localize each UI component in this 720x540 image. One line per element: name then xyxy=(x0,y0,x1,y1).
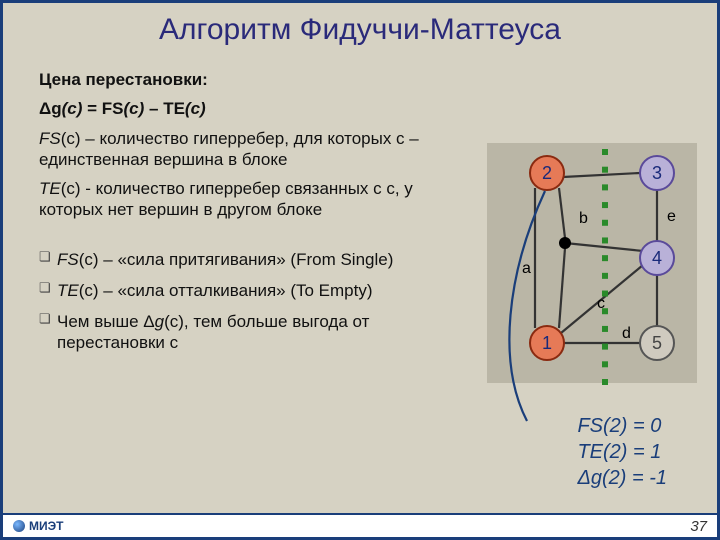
b3b: g xyxy=(155,312,164,331)
formula-te: TE xyxy=(163,99,185,118)
svg-text:1: 1 xyxy=(542,333,552,353)
svg-text:4: 4 xyxy=(652,248,662,268)
graph-svg: 2 3 4 1 5 a b cd e xyxy=(487,133,697,423)
page-number: 37 xyxy=(690,518,707,535)
b3c: (c) xyxy=(164,312,184,331)
footer-bar: МИЭТ 37 xyxy=(3,513,717,537)
svg-text:c: c xyxy=(597,295,605,312)
svg-text:2: 2 xyxy=(542,163,552,183)
bullet-3: Чем выше Δg(c), тем больше выгода от пер… xyxy=(39,311,479,354)
formula-c2: (c) xyxy=(124,99,145,118)
price-heading: Цена перестановки: xyxy=(39,69,479,90)
svg-text:b: b xyxy=(579,210,588,227)
bullet-1: FS(c) – «сила притягивания» (From Single… xyxy=(39,249,479,270)
te-head: TE xyxy=(39,179,61,198)
b2a: TE xyxy=(57,281,79,300)
te-arg: (c) xyxy=(61,179,81,198)
fs-rest: – количество гиперребер, для которых c –… xyxy=(39,129,419,169)
bullet-list: FS(c) – «сила притягивания» (From Single… xyxy=(39,249,479,354)
b1a: FS xyxy=(57,250,79,269)
svg-text:d: d xyxy=(622,325,631,342)
fs-head: FS xyxy=(39,129,61,148)
formula-minus: – xyxy=(144,99,163,118)
svg-text:3: 3 xyxy=(652,163,662,183)
formula-c3: (c) xyxy=(185,99,206,118)
formula-fs: FS xyxy=(102,99,124,118)
fs-arg: (c) xyxy=(61,129,81,148)
slide: Алгоритм Фидуччи-Маттеуса Цена перестано… xyxy=(0,0,720,540)
results-block: FS(2) = 0 TE(2) = 1 Δg(2) = -1 xyxy=(577,413,667,491)
b2c: – «сила отталкивания» (To Empty) xyxy=(99,281,373,300)
formula-c1: (c) xyxy=(62,99,83,118)
formula-dg: Δg xyxy=(39,99,62,118)
fs-definition: FS(c) – количество гиперребер, для котор… xyxy=(39,128,479,171)
logo-text: МИЭТ xyxy=(29,519,64,533)
graph-diagram: 2 3 4 1 5 a b cd e xyxy=(487,133,697,423)
te-definition: TE(c) - количество гиперребер связанных … xyxy=(39,178,479,221)
bullet-2: TE(c) – «сила отталкивания» (To Empty) xyxy=(39,280,479,301)
b3a: Чем выше Δ xyxy=(57,312,155,331)
logo-icon xyxy=(13,520,25,532)
slide-title: Алгоритм Фидуччи-Маттеуса xyxy=(3,3,717,51)
formula-eq: = xyxy=(82,99,101,118)
te-rest: - количество гиперребер связанных с c, у… xyxy=(39,179,413,219)
result-fs: FS(2) = 0 xyxy=(577,413,667,439)
svg-text:e: e xyxy=(667,208,676,225)
svg-text:a: a xyxy=(522,260,531,277)
svg-text:5: 5 xyxy=(652,333,662,353)
b1c: – «сила притягивания» (From Single) xyxy=(99,250,394,269)
b1b: (c) xyxy=(79,250,99,269)
result-dg: Δg(2) = -1 xyxy=(577,465,667,491)
formula-line: Δg(c) = FS(c) – TE(c) xyxy=(39,98,479,119)
result-te: TE(2) = 1 xyxy=(577,439,667,465)
logo: МИЭТ xyxy=(13,519,64,533)
b2b: (c) xyxy=(79,281,99,300)
body-text: Цена перестановки: Δg(c) = FS(c) – TE(c)… xyxy=(39,69,479,364)
